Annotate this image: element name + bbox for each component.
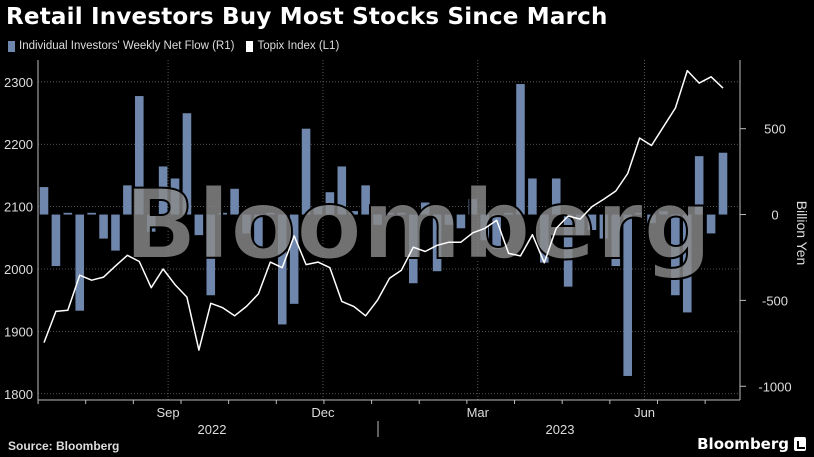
right-axis-tick-label: 0 (771, 208, 778, 223)
bar (170, 178, 180, 215)
right-axis-tick-label: -500 (762, 293, 788, 308)
legend-item-topix: Topix Index (L1) (246, 40, 339, 52)
x-axis-month-label: Jun (634, 405, 655, 420)
right-axis-tick-label: 500 (764, 122, 786, 137)
bar (361, 185, 370, 215)
left-axis-tick-label: 2300 (4, 75, 33, 90)
bar (492, 214, 501, 249)
legend-label-net-flow: Individual Investors' Weekly Net Flow (R… (19, 40, 235, 52)
bar (718, 152, 728, 215)
bar (694, 156, 704, 215)
legend: Individual Investors' Weekly Net Flow (R… (8, 40, 351, 52)
bar (111, 214, 120, 251)
bar (456, 214, 466, 229)
left-axis-tick-label: 1900 (4, 324, 33, 339)
bar (337, 166, 347, 215)
bar (230, 188, 239, 215)
x-axis-year-label: 2022 (198, 422, 227, 437)
bar (194, 214, 204, 236)
bar (682, 214, 692, 313)
brand-logo: Bloomberg (697, 435, 806, 453)
bar (182, 113, 192, 215)
bar (349, 211, 359, 215)
bar (540, 214, 549, 263)
bar (551, 178, 561, 215)
legend-swatch-topix (246, 40, 254, 52)
bar (575, 214, 585, 237)
bar (325, 192, 335, 215)
bar (146, 214, 156, 232)
bar (504, 212, 513, 215)
bar (301, 128, 311, 215)
bar (87, 212, 96, 215)
x-axis-year-label: 2023 (546, 422, 575, 437)
legend-swatch-net-flow (8, 40, 15, 52)
bar (266, 212, 275, 215)
left-axis-tick-label: 1800 (4, 387, 33, 402)
source-note: Source: Bloomberg (8, 439, 120, 453)
bar (135, 96, 144, 215)
bar (289, 214, 299, 304)
bar (480, 214, 490, 241)
x-axis-month-label: Dec (311, 405, 335, 420)
bar (254, 214, 263, 248)
bar (659, 211, 668, 215)
bar (444, 214, 454, 225)
bar (397, 212, 406, 215)
bar (242, 214, 251, 234)
bar (408, 214, 418, 284)
left-axis-tick-label: 2100 (4, 200, 33, 215)
x-axis-month-label: Mar (467, 405, 490, 420)
legend-item-net-flow: Individual Investors' Weekly Net Flow (R… (8, 40, 234, 52)
bar (563, 214, 573, 287)
bar (51, 214, 61, 267)
bar (206, 214, 216, 296)
bar (623, 214, 632, 376)
bar (420, 202, 430, 215)
bar (706, 214, 716, 234)
bar (218, 212, 227, 215)
bar (39, 187, 49, 215)
legend-label-topix: Topix Index (L1) (257, 40, 340, 52)
bar (671, 214, 680, 296)
bar (277, 214, 287, 325)
bar (599, 214, 609, 239)
bar (635, 212, 644, 215)
chart-title: Retail Investors Buy Most Stocks Since M… (6, 4, 608, 30)
bar (432, 214, 442, 272)
watermark: Bloomberg (124, 169, 712, 281)
x-axis-month-label: Sep (157, 405, 180, 420)
bar (63, 212, 73, 215)
bar (611, 214, 621, 267)
bar (587, 214, 597, 230)
bar (385, 212, 394, 215)
right-axis-title: Billion Yen (794, 201, 810, 266)
bar (516, 84, 525, 215)
bar (528, 178, 537, 215)
bar (373, 214, 382, 225)
series-line-topix (43, 69, 724, 351)
bar (158, 166, 168, 215)
left-axis-tick-label: 2000 (4, 262, 33, 277)
chart-icon (794, 437, 806, 451)
right-axis-tick-label: -1000 (758, 379, 791, 394)
bar (99, 214, 108, 239)
left-axis-tick-label: 2200 (4, 137, 33, 152)
brand-name: Bloomberg (697, 435, 789, 453)
bar (647, 214, 656, 224)
bar (75, 214, 85, 311)
bar (123, 185, 132, 215)
bar (468, 199, 478, 215)
bar (313, 205, 323, 215)
